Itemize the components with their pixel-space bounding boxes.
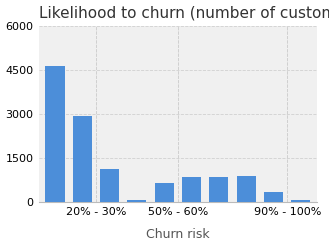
Bar	[291, 200, 311, 203]
Bar	[73, 116, 92, 203]
Bar	[237, 176, 256, 203]
Bar	[100, 169, 119, 203]
Bar	[45, 66, 64, 203]
Bar	[182, 177, 201, 203]
Bar	[209, 177, 228, 203]
Bar	[127, 200, 146, 203]
Bar	[155, 183, 174, 203]
Text: Likelihood to churn (number of customers): Likelihood to churn (number of customers…	[38, 5, 329, 21]
Bar	[264, 192, 283, 203]
X-axis label: Churn risk: Churn risk	[146, 228, 210, 242]
